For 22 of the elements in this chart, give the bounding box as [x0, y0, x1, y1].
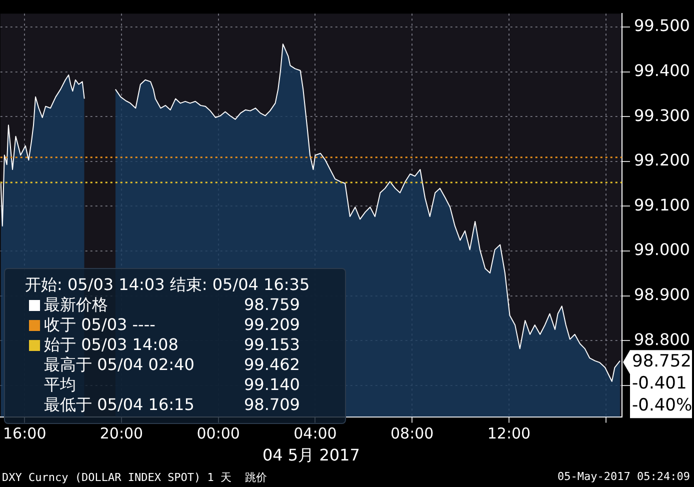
- x-tick-label: 16:00: [2, 424, 46, 443]
- annotation: 开始: 05/03 14:03 结束: 05/04 16:35: [24, 275, 311, 295]
- text: 05-May-2017 05:24:09: [558, 470, 690, 483]
- y-tick-label: 99.200: [634, 150, 690, 170]
- text: -0.40%: [632, 396, 692, 416]
- x-tick-label: 08:00: [390, 424, 434, 443]
- y-tick-label: 99.100: [634, 195, 690, 214]
- x-tick-label: 04:00: [294, 424, 337, 443]
- x-tick-label: 12:00: [487, 424, 531, 443]
- y-tick-label: 99.300: [634, 106, 690, 125]
- x-axis-title: 04 5月 2017: [262, 446, 360, 465]
- y-tick-label: 99.000: [634, 240, 690, 260]
- x-tick-label: 00:00: [196, 424, 240, 443]
- y-tick-label: 98.900: [634, 284, 690, 304]
- text: DXY Curncy (DOLLAR INDEX SPOT) 1 天 跳价: [2, 470, 267, 485]
- text: -0.401: [632, 374, 687, 394]
- x-tick-label: 20:00: [100, 424, 144, 443]
- y-tick-label: 99.400: [634, 60, 690, 80]
- annotation: 98.752: [632, 352, 692, 372]
- y-tick-label: 98.800: [634, 330, 690, 349]
- info-panel: 开始: 05/03 14:03 结束: 05/04 16:35 最新价格 98.759 收于 05/03 ---- 99.209 始于 05/03 14:08 99.153 最高于 05/04 02:40 99.462 平均 99.140 最低于 05/04 16:15 98.709: [4, 268, 346, 424]
- y-tick-label: 99.500: [634, 16, 690, 36]
